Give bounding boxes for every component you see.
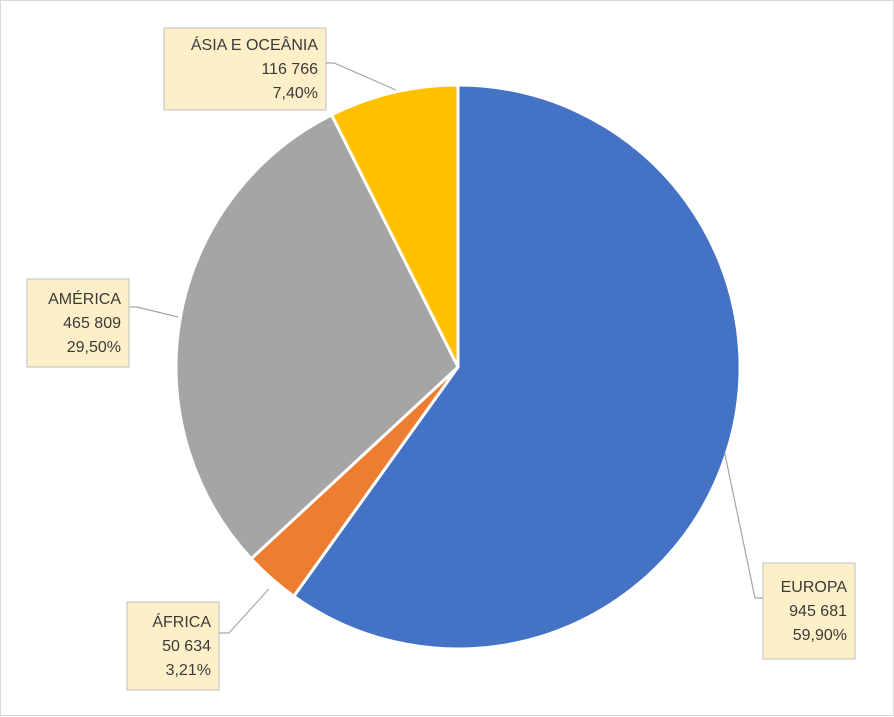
data-label-value-label: 116 766 (261, 61, 318, 78)
leader-lines-layer (129, 62, 763, 634)
pie-slice-europa (291, 83, 742, 651)
leader-line (326, 62, 397, 91)
data-label-box (26, 278, 130, 368)
data-label-box (163, 27, 327, 111)
pie-slice-am-rica (174, 112, 460, 561)
data-label-percent-label: 3,21% (166, 662, 211, 679)
data-label-name: AMÉRICA (48, 289, 121, 308)
data-label-value-label: 465 809 (63, 315, 121, 332)
leader-line (219, 588, 270, 634)
data-label--sia-e-oce-nia: ÁSIA E OCEÂNIA 116 766 7,40% (163, 27, 327, 111)
data-label-name: EUROPA (781, 579, 848, 596)
data-label-name: ÁSIA E OCEÂNIA (191, 35, 318, 54)
data-label-percent-label: 29,50% (67, 339, 121, 356)
data-label-box (762, 562, 856, 660)
data-label-am-rica: AMÉRICA 465 809 29,50% (26, 278, 130, 368)
data-label-value-label: 945 681 (789, 603, 847, 620)
pie-slice--sia-e-oce-nia (329, 83, 460, 368)
leader-line (724, 452, 763, 599)
data-labels-layer: EUROPA 945 681 59,90% ÁFRICA 50 634 3,21% AMÉR… (26, 27, 856, 691)
data-label-percent-label: 59,90% (793, 627, 847, 644)
leader-line (129, 306, 179, 318)
data-label-percent-label: 7,40% (273, 85, 318, 102)
slices-layer (174, 83, 742, 651)
data-label-box (126, 601, 220, 691)
data-label-name: ÁFRICA (152, 612, 211, 631)
data-label-value-label: 50 634 (162, 638, 211, 655)
data-label-europa: EUROPA 945 681 59,90% (762, 562, 856, 660)
data-label--frica: ÁFRICA 50 634 3,21% (126, 601, 220, 691)
